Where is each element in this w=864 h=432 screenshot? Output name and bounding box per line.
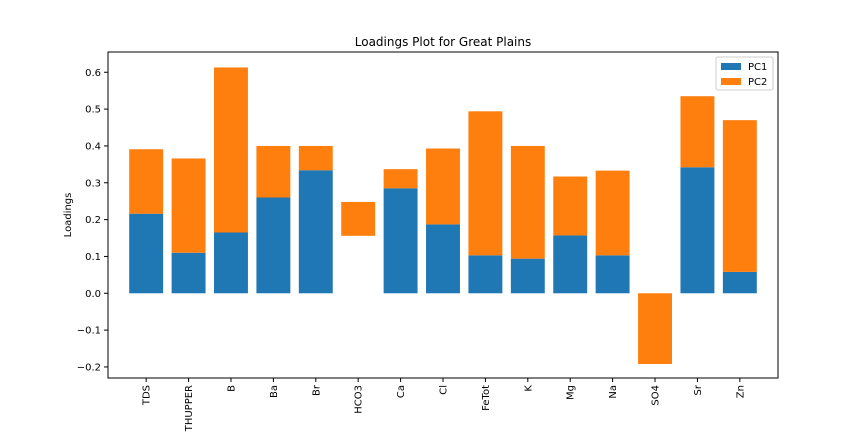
x-axis: TDS THUPPER B Ba Br HCO3 Ca Cl FeTot K Mg Na SO4 Sr Zn	[142, 378, 746, 432]
y-tick-label: 0.3	[85, 178, 101, 189]
x-tick-label-k: K	[523, 385, 534, 392]
bar-pc2-fetot	[468, 111, 503, 256]
x-tick-label-ca: Ca	[396, 385, 407, 398]
bar-pc2-ca	[383, 169, 418, 189]
bar-pc2-mg	[553, 176, 588, 236]
bar-pc1-thupper	[171, 252, 206, 294]
y-tick-label: −0.2	[77, 362, 101, 373]
y-tick-label: −0.1	[77, 326, 101, 337]
y-tick-label: 0.0	[85, 289, 101, 300]
bar-pc2-b	[214, 67, 248, 233]
x-tick-label-tds: TDS	[142, 385, 153, 406]
bar-pc2-k	[510, 145, 545, 259]
bar-pc2-zn	[722, 120, 757, 272]
x-tick-label-mg: Mg	[566, 385, 577, 400]
bar-pc1-k	[510, 258, 545, 294]
legend-label-pc1: PC1	[748, 62, 767, 73]
x-tick-label-sr: Sr	[693, 384, 704, 395]
bar-pc2-hco3	[341, 201, 376, 236]
x-tick-label-zn: Zn	[735, 385, 746, 398]
bar-pc2-so4	[638, 293, 672, 365]
legend-swatch-pc1	[721, 63, 741, 70]
y-axis-label: Loadings	[63, 193, 74, 238]
y-tick-label: 0.4	[85, 141, 101, 152]
bar-pc1-br	[298, 170, 333, 294]
bar-pc2-cl	[426, 148, 460, 225]
bar-pc1-na	[595, 255, 630, 294]
x-tick-label-thupper: THUPPER	[184, 385, 195, 432]
bar-pc1-zn	[722, 271, 757, 294]
plot-frame	[107, 51, 779, 379]
bar-pc2-tds	[129, 149, 164, 214]
bar-pc1-mg	[553, 235, 588, 294]
bar-pc2-br	[298, 145, 333, 171]
y-tick-label: 0.2	[85, 215, 101, 226]
bar-pc2-sr	[680, 96, 715, 168]
x-tick-label-so4: SO4	[651, 385, 662, 406]
x-tick-label-ba: Ba	[269, 385, 280, 398]
y-tick-label: 0.1	[85, 252, 101, 263]
bar-pc1-tds	[129, 213, 164, 294]
bar-pc2-thupper	[171, 158, 206, 253]
x-tick-label-b: B	[226, 385, 237, 392]
y-tick-label: 0.5	[85, 105, 101, 116]
bar-pc1-fetot	[468, 255, 503, 294]
y-axis: −0.2 −0.1 0.0 0.1 0.2 0.3 0.4 0.5 0.6	[77, 68, 108, 373]
chart-title: Loadings Plot for Great Plains	[355, 35, 532, 49]
bar-pc2-na	[595, 170, 630, 256]
bar-pc1-ca	[383, 188, 418, 294]
x-tick-label-cl: Cl	[439, 385, 450, 395]
x-tick-label-na: Na	[608, 385, 619, 399]
bar-pc2-ba	[256, 145, 291, 198]
bars-group	[129, 67, 757, 365]
bar-pc1-ba	[256, 197, 291, 294]
legend-label-pc2: PC2	[748, 77, 767, 88]
x-tick-label-br: Br	[311, 384, 322, 396]
legend-swatch-pc2	[721, 78, 741, 85]
y-tick-label: 0.6	[85, 68, 101, 79]
x-tick-label-hco3: HCO3	[354, 385, 365, 414]
bar-pc1-sr	[680, 167, 715, 294]
bar-pc1-cl	[426, 224, 460, 294]
x-tick-label-fetot: FeTot	[481, 385, 492, 411]
bar-pc1-b	[214, 232, 248, 294]
